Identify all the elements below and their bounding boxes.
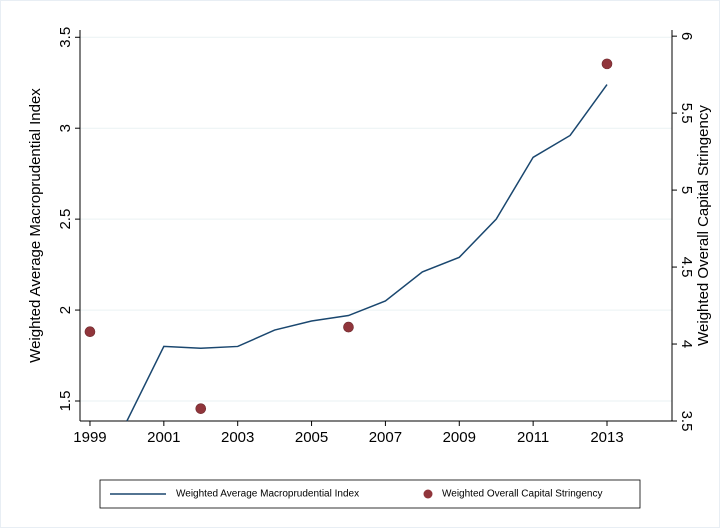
y-axis-title: Weighted Average Macroprudential Index (27, 88, 44, 363)
data-point (195, 403, 207, 414)
y-tick-label: 3 (57, 124, 74, 132)
y-tick-label: 1.5 (57, 391, 74, 412)
y2-tick-label: 6 (678, 32, 695, 40)
x-tick-label: 1999 (73, 429, 106, 446)
y2-tick-label: 5 (678, 186, 695, 194)
x-tick-label: 2001 (147, 429, 180, 446)
x-tick-label: 2003 (221, 429, 254, 446)
x-tick-label: 2011 (517, 429, 549, 446)
x-tick-label: 2007 (369, 429, 402, 446)
x-tick-label: 2013 (590, 429, 623, 446)
y2-tick-label: 5.5 (678, 103, 695, 124)
x-tick-label: 2005 (295, 429, 328, 446)
data-point (84, 326, 96, 338)
legend-swatch (423, 489, 433, 499)
data-point (601, 58, 613, 70)
y2-tick-label: 4 (678, 340, 695, 348)
data-point (343, 321, 354, 333)
legend-box (99, 479, 641, 509)
y-tick-label: 2.5 (57, 209, 74, 230)
y-tick-label: 2 (57, 306, 74, 314)
x-tick-label: 2009 (443, 429, 476, 446)
y2-tick-label: 4.5 (678, 257, 695, 278)
legend-label: Weighted Average Macroprudential Index (176, 489, 359, 500)
data-line (126, 84, 608, 422)
y-tick-label: 3.5 (57, 27, 74, 48)
y2-tick-label: 3.5 (678, 411, 695, 432)
y2-axis-title: Weighted Overall Capital Stringency (695, 105, 712, 346)
legend-label: Weighted Overall Capital Stringency (442, 489, 602, 500)
